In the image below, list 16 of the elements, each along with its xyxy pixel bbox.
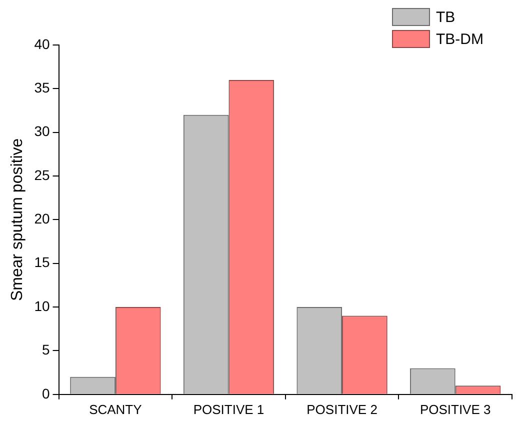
y-tick-label: 40 [34,36,50,52]
y-tick-label: 0 [42,385,50,402]
y-tick-label: 10 [34,298,50,314]
y-axis-title: Smear sputum positive [9,138,26,302]
x-tick-label: POSITIVE 1 [193,402,264,417]
x-tick-label: SCANTY [89,402,142,417]
x-tick-label: POSITIVE 2 [306,402,378,417]
legend-label: TB-DM [436,31,484,48]
y-tick-label: 15 [34,254,50,270]
y-tick-label: 30 [34,123,50,140]
y-tick-label: 25 [34,166,50,183]
y-tick-label: 20 [34,210,50,227]
x-tick-label: POSITIVE 3 [420,402,491,417]
y-tick-label: 5 [42,342,50,358]
legend-label: TB [436,9,456,26]
y-tick-label: 35 [34,80,50,96]
